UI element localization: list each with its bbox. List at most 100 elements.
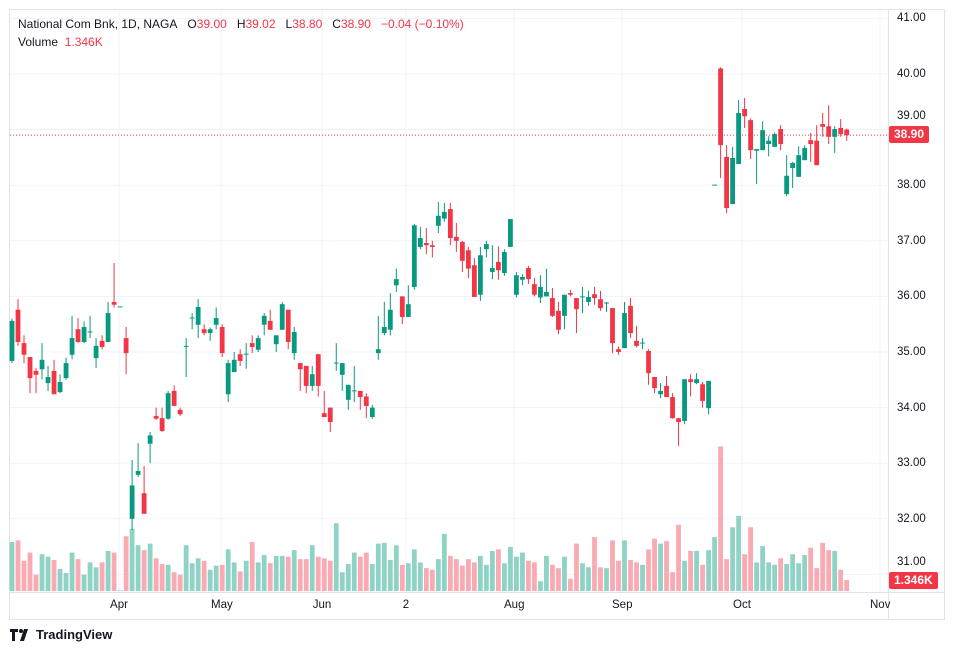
candle-body	[339, 363, 345, 375]
volume-legend: Volume 1.346K	[18, 35, 103, 49]
candle-body	[496, 261, 501, 271]
candle	[81, 321, 87, 344]
volume-bar	[526, 560, 531, 591]
candle	[279, 301, 285, 330]
tradingview-logo[interactable]: TradingView	[10, 627, 112, 642]
candle	[99, 335, 105, 350]
candle-body	[411, 225, 417, 287]
volume-bar	[261, 555, 267, 591]
candle	[766, 136, 772, 157]
volume-bar	[33, 574, 39, 591]
volume-bar	[51, 559, 57, 591]
candle	[820, 112, 826, 137]
candle	[496, 246, 501, 280]
volume-bar	[273, 555, 279, 591]
volume-bar	[357, 556, 363, 591]
candle	[634, 325, 639, 348]
volume-bar	[303, 559, 309, 591]
volume-bar	[363, 552, 369, 591]
candle-body	[694, 379, 699, 384]
candle	[838, 119, 844, 137]
candle	[453, 223, 459, 252]
time-tick-label: Nov	[870, 599, 891, 611]
volume-bar	[321, 558, 327, 591]
candle	[724, 145, 729, 213]
candle-body	[538, 286, 543, 298]
candle-body	[27, 357, 33, 379]
candle	[429, 240, 435, 258]
symbol-title[interactable]: National Com Bnk, 1D, NAGA	[18, 17, 178, 31]
open-label: O	[187, 17, 197, 31]
candle	[682, 379, 687, 425]
candle	[345, 384, 351, 410]
candle	[285, 309, 291, 350]
volume-bar	[417, 562, 423, 591]
volume-bar	[664, 541, 669, 591]
candle	[730, 146, 735, 205]
candle-body	[237, 354, 243, 361]
volume-bar	[171, 572, 177, 591]
candle	[369, 404, 375, 419]
volume-bar	[508, 546, 513, 591]
candle-body	[592, 294, 597, 299]
time-tick-label: Apr	[110, 599, 128, 611]
volume-bar	[568, 578, 573, 591]
candle	[63, 357, 69, 380]
candle	[754, 149, 760, 185]
volume-label[interactable]: Volume	[18, 35, 59, 49]
volume-bar	[634, 562, 639, 591]
candle-body	[273, 335, 279, 345]
candle-body	[760, 130, 766, 151]
candle-body	[387, 309, 393, 330]
volume-bar	[231, 562, 237, 591]
candle-body	[345, 384, 351, 400]
candle-body	[796, 155, 802, 177]
candle-body	[33, 370, 39, 375]
candle-body	[574, 298, 579, 310]
candle-body	[195, 306, 201, 325]
candle-body	[111, 301, 117, 305]
volume-bar	[75, 559, 81, 591]
candle-body	[712, 184, 717, 186]
high-label: H	[236, 17, 246, 31]
candle	[742, 97, 748, 128]
candle	[387, 293, 393, 336]
candle-body	[772, 134, 778, 147]
volume-bar	[153, 558, 159, 591]
candle	[405, 285, 411, 317]
volume-bar	[159, 564, 165, 591]
candle	[508, 219, 513, 247]
candle	[57, 374, 63, 394]
close-label: C	[332, 17, 341, 31]
volume-bar	[453, 559, 459, 591]
candle-body	[39, 359, 45, 370]
volume-bar	[465, 559, 471, 591]
candle-body	[465, 250, 471, 269]
candle	[27, 357, 33, 394]
volume-bar	[429, 569, 435, 591]
candle-body	[57, 382, 63, 393]
volume-bar	[766, 562, 772, 591]
candle	[195, 299, 201, 339]
volume-bar	[393, 545, 399, 591]
volume-bar	[471, 562, 477, 591]
candle	[616, 346, 621, 355]
candle-body	[291, 331, 297, 354]
candle	[778, 125, 784, 151]
volume-bar	[718, 446, 723, 591]
candle	[237, 349, 243, 366]
chart-frame	[9, 9, 945, 620]
volume-value: 1.346K	[64, 35, 103, 49]
candle	[538, 275, 543, 304]
candle-body	[129, 485, 135, 519]
candle-body	[231, 359, 237, 373]
volume-bar	[105, 550, 111, 591]
candle-body	[261, 315, 267, 325]
volume-bar	[502, 563, 507, 591]
candle-body	[514, 275, 519, 295]
candle-body	[297, 363, 303, 370]
candle	[658, 383, 663, 399]
candle-body	[646, 350, 651, 374]
volume-bar	[694, 550, 699, 591]
